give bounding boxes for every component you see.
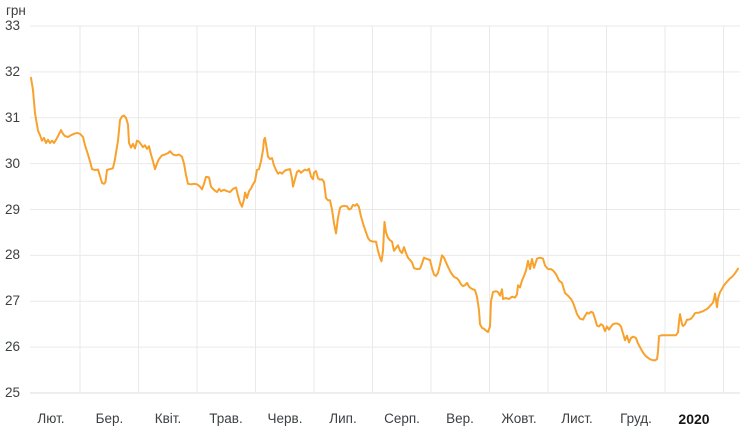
x-tick-label: Груд.: [620, 411, 652, 426]
y-tick-label: 32: [5, 63, 21, 79]
y-tick-label: 25: [5, 385, 21, 400]
y-axis-unit-label: грн: [6, 3, 26, 18]
y-tick-label: 30: [5, 155, 21, 171]
plot-area: [30, 25, 740, 394]
y-tick-label: 31: [5, 109, 21, 125]
x-tick-label: Лип.: [329, 411, 357, 426]
chart-canvas: [30, 25, 740, 394]
x-tick-label: Серп.: [384, 411, 420, 426]
x-tick-label: 2020: [678, 411, 710, 427]
x-tick-label: Лют.: [37, 411, 65, 426]
x-tick-label: Трав.: [209, 411, 243, 426]
gridlines: [30, 25, 740, 394]
y-tick-label: 27: [5, 293, 21, 309]
y-tick-label: 28: [5, 247, 21, 263]
x-tick-label: Жовт.: [501, 411, 537, 426]
x-tick-label: Лист.: [561, 411, 593, 426]
uah-rate-line: [30, 76, 739, 362]
x-tick-label: Бер.: [95, 411, 124, 426]
x-tick-label: Черв.: [267, 411, 303, 426]
y-tick-label: 29: [5, 201, 21, 217]
x-tick-label: Вер.: [446, 411, 474, 426]
x-tick-label: Квіт.: [154, 411, 182, 426]
y-tick-label: 33: [5, 18, 21, 33]
y-tick-label: 26: [5, 339, 21, 355]
